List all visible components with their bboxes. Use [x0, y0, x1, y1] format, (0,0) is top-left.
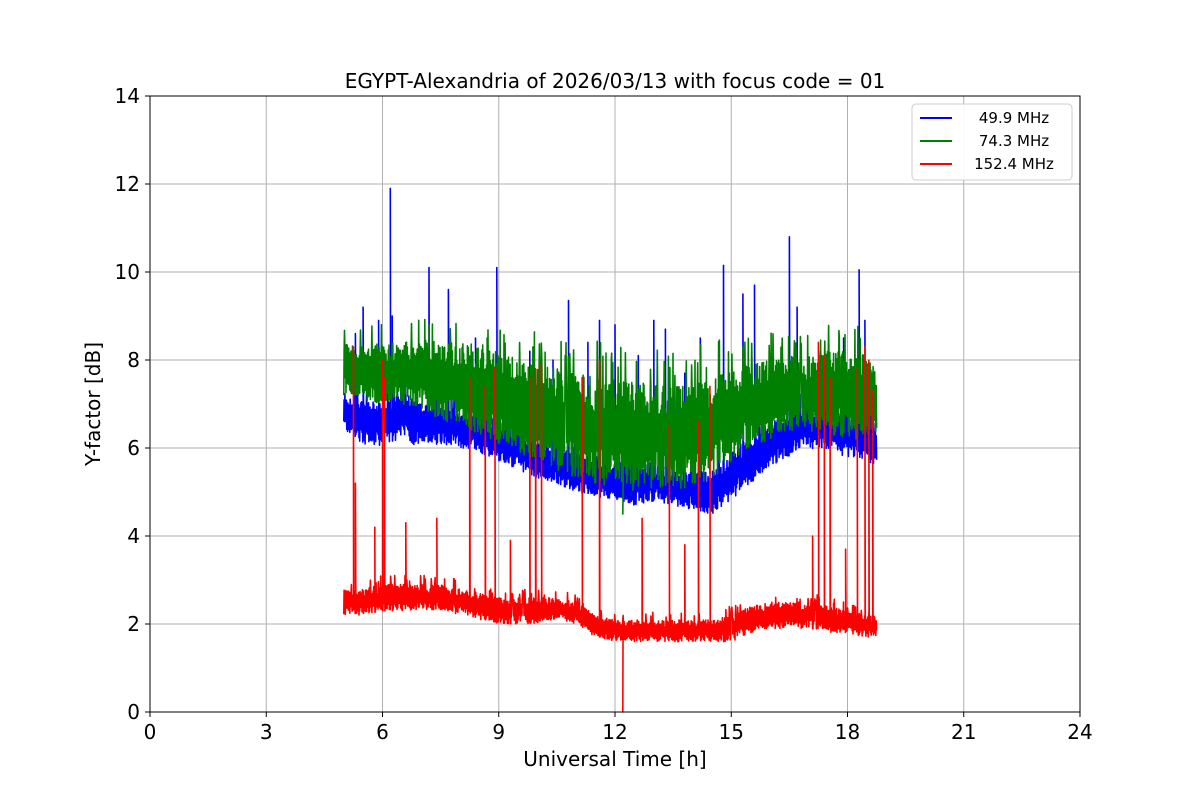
x-tick-label: 18	[835, 720, 860, 744]
x-tick-label: 15	[719, 720, 744, 744]
legend: 49.9 MHz 74.3 MHz 152.4 MHz	[911, 103, 1073, 181]
x-tick-label: 24	[1067, 720, 1092, 744]
y-tick-label: 12	[115, 172, 140, 196]
chart-title: EGYPT-Alexandria of 2026/03/13 with focu…	[345, 69, 886, 93]
x-tick-label: 12	[602, 720, 627, 744]
y-tick-label: 6	[127, 436, 140, 460]
y-tick-label: 4	[127, 524, 140, 548]
series-line-152-4-mhz	[343, 341, 878, 713]
x-tick-label: 6	[376, 720, 389, 744]
y-tick-label: 8	[127, 348, 140, 372]
legend-label-49-9: 49.9 MHz	[979, 109, 1049, 127]
x-tick-label: 0	[144, 720, 157, 744]
x-tick-label: 21	[951, 720, 976, 744]
y-axis-label: Y-factor [dB]	[81, 342, 105, 467]
x-tick-label: 3	[260, 720, 273, 744]
series-group	[343, 187, 878, 713]
x-axis-label: Universal Time [h]	[523, 747, 706, 771]
legend-label-74-3: 74.3 MHz	[979, 132, 1049, 150]
y-tick-label: 14	[115, 84, 140, 108]
y-tick-label: 10	[115, 260, 140, 284]
legend-label-152-4: 152.4 MHz	[974, 155, 1054, 173]
y-tick-label: 2	[127, 612, 140, 636]
x-tick-label: 9	[492, 720, 505, 744]
y-tick-label: 0	[127, 700, 140, 724]
legend-box	[911, 103, 1073, 181]
series-line-74-3-mhz	[343, 318, 878, 515]
